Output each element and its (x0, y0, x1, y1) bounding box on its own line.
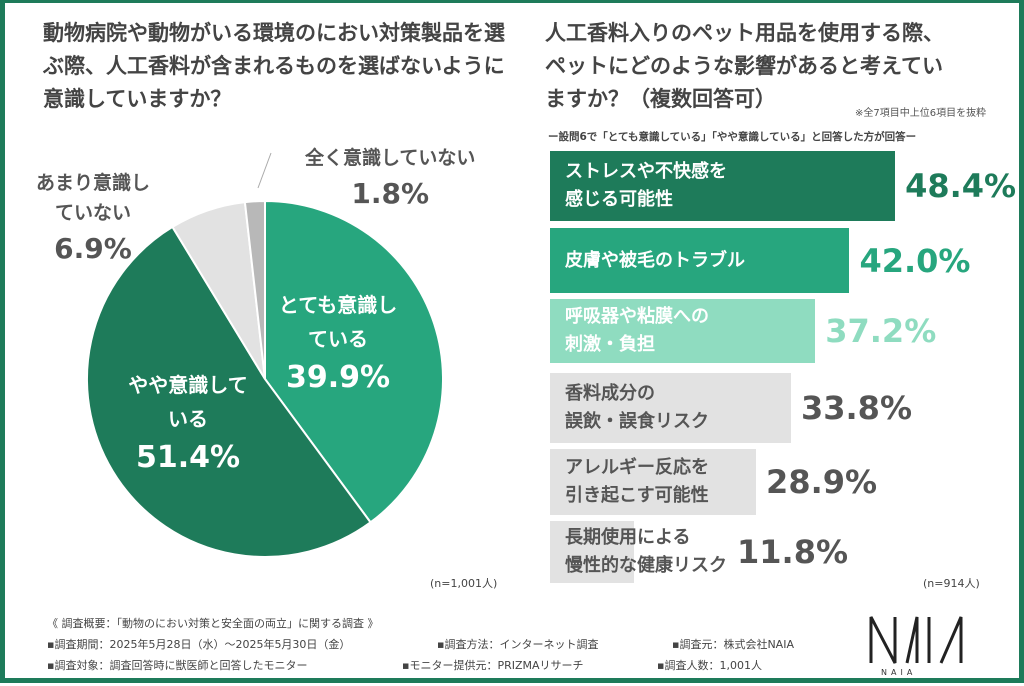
pie-label: あまり意識していない 6.9% (33, 168, 153, 270)
logo-text: NAIA (881, 668, 916, 677)
pie-value-label: 51.4% (135, 440, 241, 475)
pie-category-label: やや意識している (128, 373, 248, 431)
bar-category-label: 皮膚や被毛のトラブル (565, 249, 745, 271)
leader-line (257, 152, 272, 189)
bar-category-label: ストレスや不快感を 感じる可能性 (565, 161, 727, 210)
bar-value-label: 48.4% (905, 167, 1017, 205)
bar-subtitle: ー設問6で「とても意識している」「やや意識している」と回答した方が回答ー (548, 131, 917, 143)
pie-category-label: とても意識している (278, 293, 398, 351)
bar-category-label: 呼吸器や粘膜への 刺激・負担 (565, 306, 709, 355)
bar-value-label: 37.2% (825, 312, 937, 350)
bar-value-label: 33.8% (800, 389, 912, 427)
bar-value-label: 28.9% (766, 463, 878, 501)
footer-provider: ▪モニター提供元：PRIZMAリサーチ (402, 659, 584, 672)
pie-slice (264, 199, 444, 524)
pie-value-label: 6.9% (54, 232, 132, 265)
pie-slice (86, 225, 372, 558)
footer-target: ▪調査対象：調査回答時に獣医師と回答したモニター (47, 659, 308, 672)
bar-category-label: 香料成分の 誤飲・誤食リスク (565, 383, 709, 432)
footer-period: ▪調査期間：2025年5月28日（水）～2025年5月30日（金） (47, 638, 351, 651)
pie-title: 動物病院や動物がいる環境のにおい対策製品を選ぶ際、人工香料が含まれるものを選ばな… (43, 21, 505, 111)
bar (550, 521, 635, 583)
bar (550, 299, 816, 363)
bar-category-label: アレルギー反応を 引き起こす可能性 (565, 457, 709, 506)
pie-chart (86, 152, 444, 558)
pie-category-label: あまり意識していない (35, 172, 150, 224)
bar (550, 151, 896, 221)
naia-logo: NAIA (865, 611, 985, 677)
pie-sample-note: (n=1,001人) (430, 577, 498, 590)
footer-heading: 《 調査概要：「動物のにおい対策と安全面の両立」に関する調査 》 (47, 617, 379, 630)
pie-value-label: 1.8% (351, 177, 430, 210)
bar (550, 228, 850, 293)
pie-label: 全く意識していない 1.8% (305, 143, 475, 215)
pie-label: やや意識している 51.4% (123, 368, 253, 480)
pie-slice (243, 199, 266, 380)
pie-label: とても意識している 39.9% (273, 288, 403, 400)
bar (550, 449, 757, 515)
bar-sample-note: (n=914人) (923, 577, 980, 590)
bar-category-label: 長期使用による 慢性的な健康リスク (565, 527, 727, 576)
bar-footnote: ※全7項目中上位6項目を抜粋 (855, 108, 987, 119)
pie-value-label: 39.9% (285, 360, 391, 395)
bar-value-label: 42.0% (859, 241, 971, 280)
footer-count: ▪調査人数：1,001人 (657, 659, 762, 672)
pie-category-label: 全く意識していない (305, 147, 476, 169)
footer-source: ▪調査元：株式会社NAIA (672, 638, 794, 651)
bar (550, 373, 791, 443)
bar-value-label: 11.8% (737, 533, 849, 571)
footer-method: ▪調査方法：インターネット調査 (437, 638, 599, 651)
bar-title: 人工香料入りのペット用品を使用する際、ペットにどのような影響があると考えています… (545, 21, 944, 111)
